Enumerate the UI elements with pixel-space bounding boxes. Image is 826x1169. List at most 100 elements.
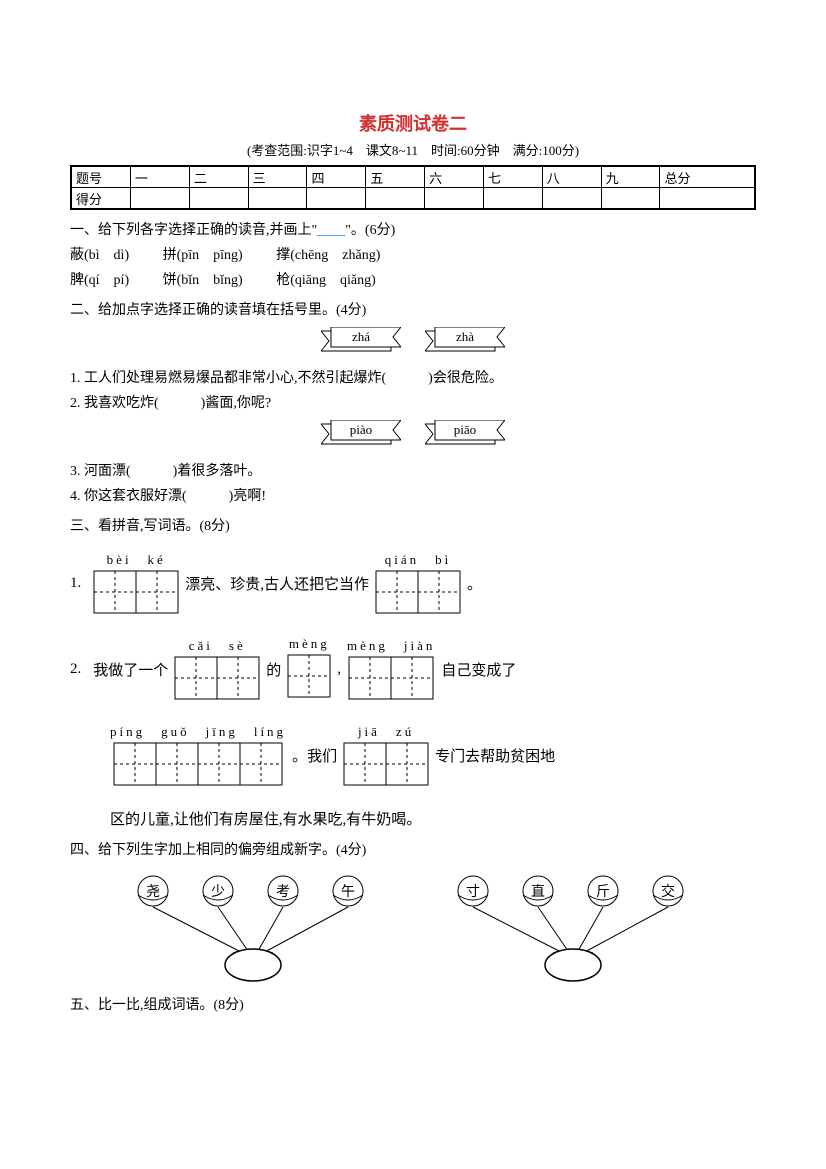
q3-text: 漂亮、珍贵,古人还把它当作 — [185, 573, 369, 594]
char-box-group: mèng jiàn — [347, 635, 435, 705]
score-col: 五 — [366, 166, 425, 188]
ribbon-icon: zhá — [321, 327, 401, 357]
q3-line4: 区的儿童,让他们有房屋住,有水果吃,有牛奶喝。 — [70, 807, 756, 834]
q1-underline-sample — [317, 223, 345, 238]
svg-text:考: 考 — [276, 884, 290, 900]
q1-char: 拼 — [163, 248, 177, 263]
q2-item2: 2. 我喜欢吃炸( )酱面,你呢? — [70, 391, 756, 416]
ribbon-icon: zhà — [425, 327, 505, 357]
char-box — [287, 654, 331, 703]
pinyin: mèng — [289, 636, 330, 652]
q3-num: 2. — [70, 661, 81, 678]
char-box — [348, 656, 434, 705]
score-cell — [248, 188, 307, 210]
score-cell — [425, 188, 484, 210]
q1-heading-pre: 一、给下列各字选择正确的读音,并画上" — [70, 223, 317, 238]
q1-py: (pīn pīng) — [177, 248, 243, 263]
score-cell — [307, 188, 366, 210]
q1-py: (qí pí) — [84, 273, 129, 288]
q1-py: (bì dì) — [84, 248, 129, 263]
svg-text:尧: 尧 — [146, 884, 160, 900]
q3-text: 专门去帮助贫困地 — [435, 745, 555, 766]
pinyin: jiā zú — [358, 721, 414, 740]
q3-line2: 2. 我做了一个 cǎi sè 的 mèng , mèng jiàn 自己变成了 — [70, 635, 756, 705]
svg-text:直: 直 — [531, 883, 545, 900]
q1-char: 饼 — [163, 273, 177, 288]
q2-item4: 4. 你这套衣服好漂( )亮啊! — [70, 484, 756, 509]
q3-heading: 三、看拼音,写词语。(8分) — [70, 514, 756, 539]
q2-heading: 二、给加点字选择正确的读音填在括号里。(4分) — [70, 298, 756, 323]
ribbon-icon: piāo — [425, 420, 505, 450]
q1-char: 撑 — [276, 248, 290, 263]
svg-text:piào: piào — [350, 422, 372, 437]
score-table: 题号 一 二 三 四 五 六 七 八 九 总分 得分 — [70, 165, 756, 210]
q1-row2: 脾(qí pí) 饼(bǐn bǐng) 枪(qiāng qiǎng) — [70, 268, 756, 293]
q3-text: 我做了一个 — [93, 659, 168, 680]
score-col: 总分 — [660, 166, 755, 188]
q2-item3: 3. 河面漂( )着很多落叶。 — [70, 459, 756, 484]
svg-text:斤: 斤 — [596, 884, 610, 900]
q1-py: (bǐn bǐng) — [177, 273, 243, 288]
char-box-group: píng guǒ jīng líng — [110, 721, 286, 791]
q1-row1: 蔽(bì dì) 拼(pīn pīng) 撑(chēng zhǎng) — [70, 243, 756, 268]
score-col: 八 — [542, 166, 601, 188]
score-col: 六 — [425, 166, 484, 188]
q1-py: (chēng zhǎng) — [290, 248, 380, 263]
ribbon-icon: piào — [321, 420, 401, 450]
radical-fan-right: 寸 直 斤 交 — [433, 873, 713, 983]
char-box — [343, 742, 429, 791]
pinyin: qián bì — [385, 549, 452, 568]
page-subtitle: (考查范围:识字1~4 课文8~11 时间:60分钟 满分:100分) — [70, 140, 756, 159]
score-col: 九 — [601, 166, 660, 188]
score-col: 七 — [483, 166, 542, 188]
q4-heading: 四、给下列生字加上相同的偏旁组成新字。(4分) — [70, 838, 756, 863]
score-cell — [366, 188, 425, 210]
score-col: 四 — [307, 166, 366, 188]
svg-text:少: 少 — [211, 884, 225, 900]
pinyin: bèi ké — [107, 549, 166, 568]
svg-text:piāo: piāo — [454, 422, 476, 437]
char-box-group: qián bì — [375, 549, 461, 619]
q2-ribbons-2: piào piāo — [70, 420, 756, 455]
char-box — [93, 570, 179, 619]
q2-ribbons-1: zhá zhà — [70, 327, 756, 362]
q3-text: 自己变成了 — [441, 659, 516, 680]
char-box-group: bèi ké — [93, 549, 179, 619]
q1-char: 蔽 — [70, 248, 84, 263]
score-header-label: 题号 — [71, 166, 131, 188]
q1-heading-post: "。(6分) — [345, 223, 395, 238]
svg-text:寸: 寸 — [466, 884, 480, 900]
char-box-group: jiā zú — [343, 721, 429, 791]
worksheet-page: 素质测试卷二 (考查范围:识字1~4 课文8~11 时间:60分钟 满分:100… — [0, 0, 826, 1058]
char-box-group: cǎi sè — [174, 635, 260, 705]
q1-char: 枪 — [276, 273, 290, 288]
svg-text:zhà: zhà — [456, 329, 474, 344]
pinyin: cǎi sè — [189, 635, 246, 654]
score-cell — [131, 188, 190, 210]
char-box — [113, 742, 283, 791]
char-box-group: mèng — [287, 636, 331, 703]
pinyin: píng guǒ jīng líng — [110, 721, 286, 740]
score-cell — [189, 188, 248, 210]
q1-py: (qiāng qiǎng) — [290, 273, 376, 288]
score-col: 一 — [131, 166, 190, 188]
svg-text:zhá: zhá — [352, 329, 370, 344]
q5-heading: 五、比一比,组成词语。(8分) — [70, 993, 756, 1018]
score-value-label: 得分 — [71, 188, 131, 210]
score-cell — [542, 188, 601, 210]
q3-num: 1. — [70, 575, 81, 592]
q3-text: 的 — [266, 659, 281, 680]
char-box — [174, 656, 260, 705]
q3-line1: 1. bèi ké 漂亮、珍贵,古人还把它当作 qián bì 。 — [70, 549, 756, 619]
score-col: 三 — [248, 166, 307, 188]
q3-text: 。 — [467, 573, 482, 594]
page-title: 素质测试卷二 — [70, 110, 756, 136]
q1: 一、给下列各字选择正确的读音,并画上" "。(6分) — [70, 218, 756, 243]
score-cell — [660, 188, 755, 210]
q4-diagrams: 尧 少 考 午 寸 直 斤 交 — [70, 873, 756, 983]
radical-fan-left: 尧 少 考 午 — [113, 873, 393, 983]
svg-text:午: 午 — [341, 884, 355, 900]
score-col: 二 — [189, 166, 248, 188]
score-value-row: 得分 — [71, 188, 755, 210]
score-cell — [601, 188, 660, 210]
